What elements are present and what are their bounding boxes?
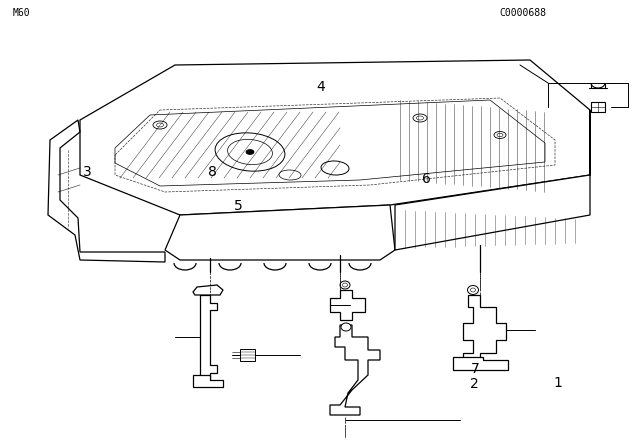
Bar: [591, 102, 605, 112]
Text: 8: 8: [208, 165, 217, 180]
Text: 5: 5: [234, 199, 243, 213]
Polygon shape: [200, 295, 217, 380]
Polygon shape: [395, 110, 590, 250]
Polygon shape: [453, 357, 508, 370]
Ellipse shape: [341, 323, 351, 331]
Text: 1: 1: [554, 376, 563, 390]
Text: 2: 2: [470, 377, 479, 392]
Polygon shape: [330, 325, 380, 415]
Polygon shape: [330, 290, 365, 320]
Polygon shape: [165, 205, 395, 260]
Ellipse shape: [340, 281, 350, 289]
Text: M60: M60: [13, 9, 31, 18]
Polygon shape: [193, 285, 223, 295]
Polygon shape: [193, 375, 223, 387]
Ellipse shape: [246, 150, 254, 155]
Text: C0000688: C0000688: [499, 9, 546, 18]
Bar: [240, 349, 255, 361]
Polygon shape: [463, 295, 506, 363]
Text: 4: 4: [317, 80, 326, 95]
Text: 3: 3: [83, 165, 92, 180]
Text: 6: 6: [422, 172, 431, 186]
Text: 7: 7: [470, 362, 479, 376]
Ellipse shape: [467, 285, 479, 294]
